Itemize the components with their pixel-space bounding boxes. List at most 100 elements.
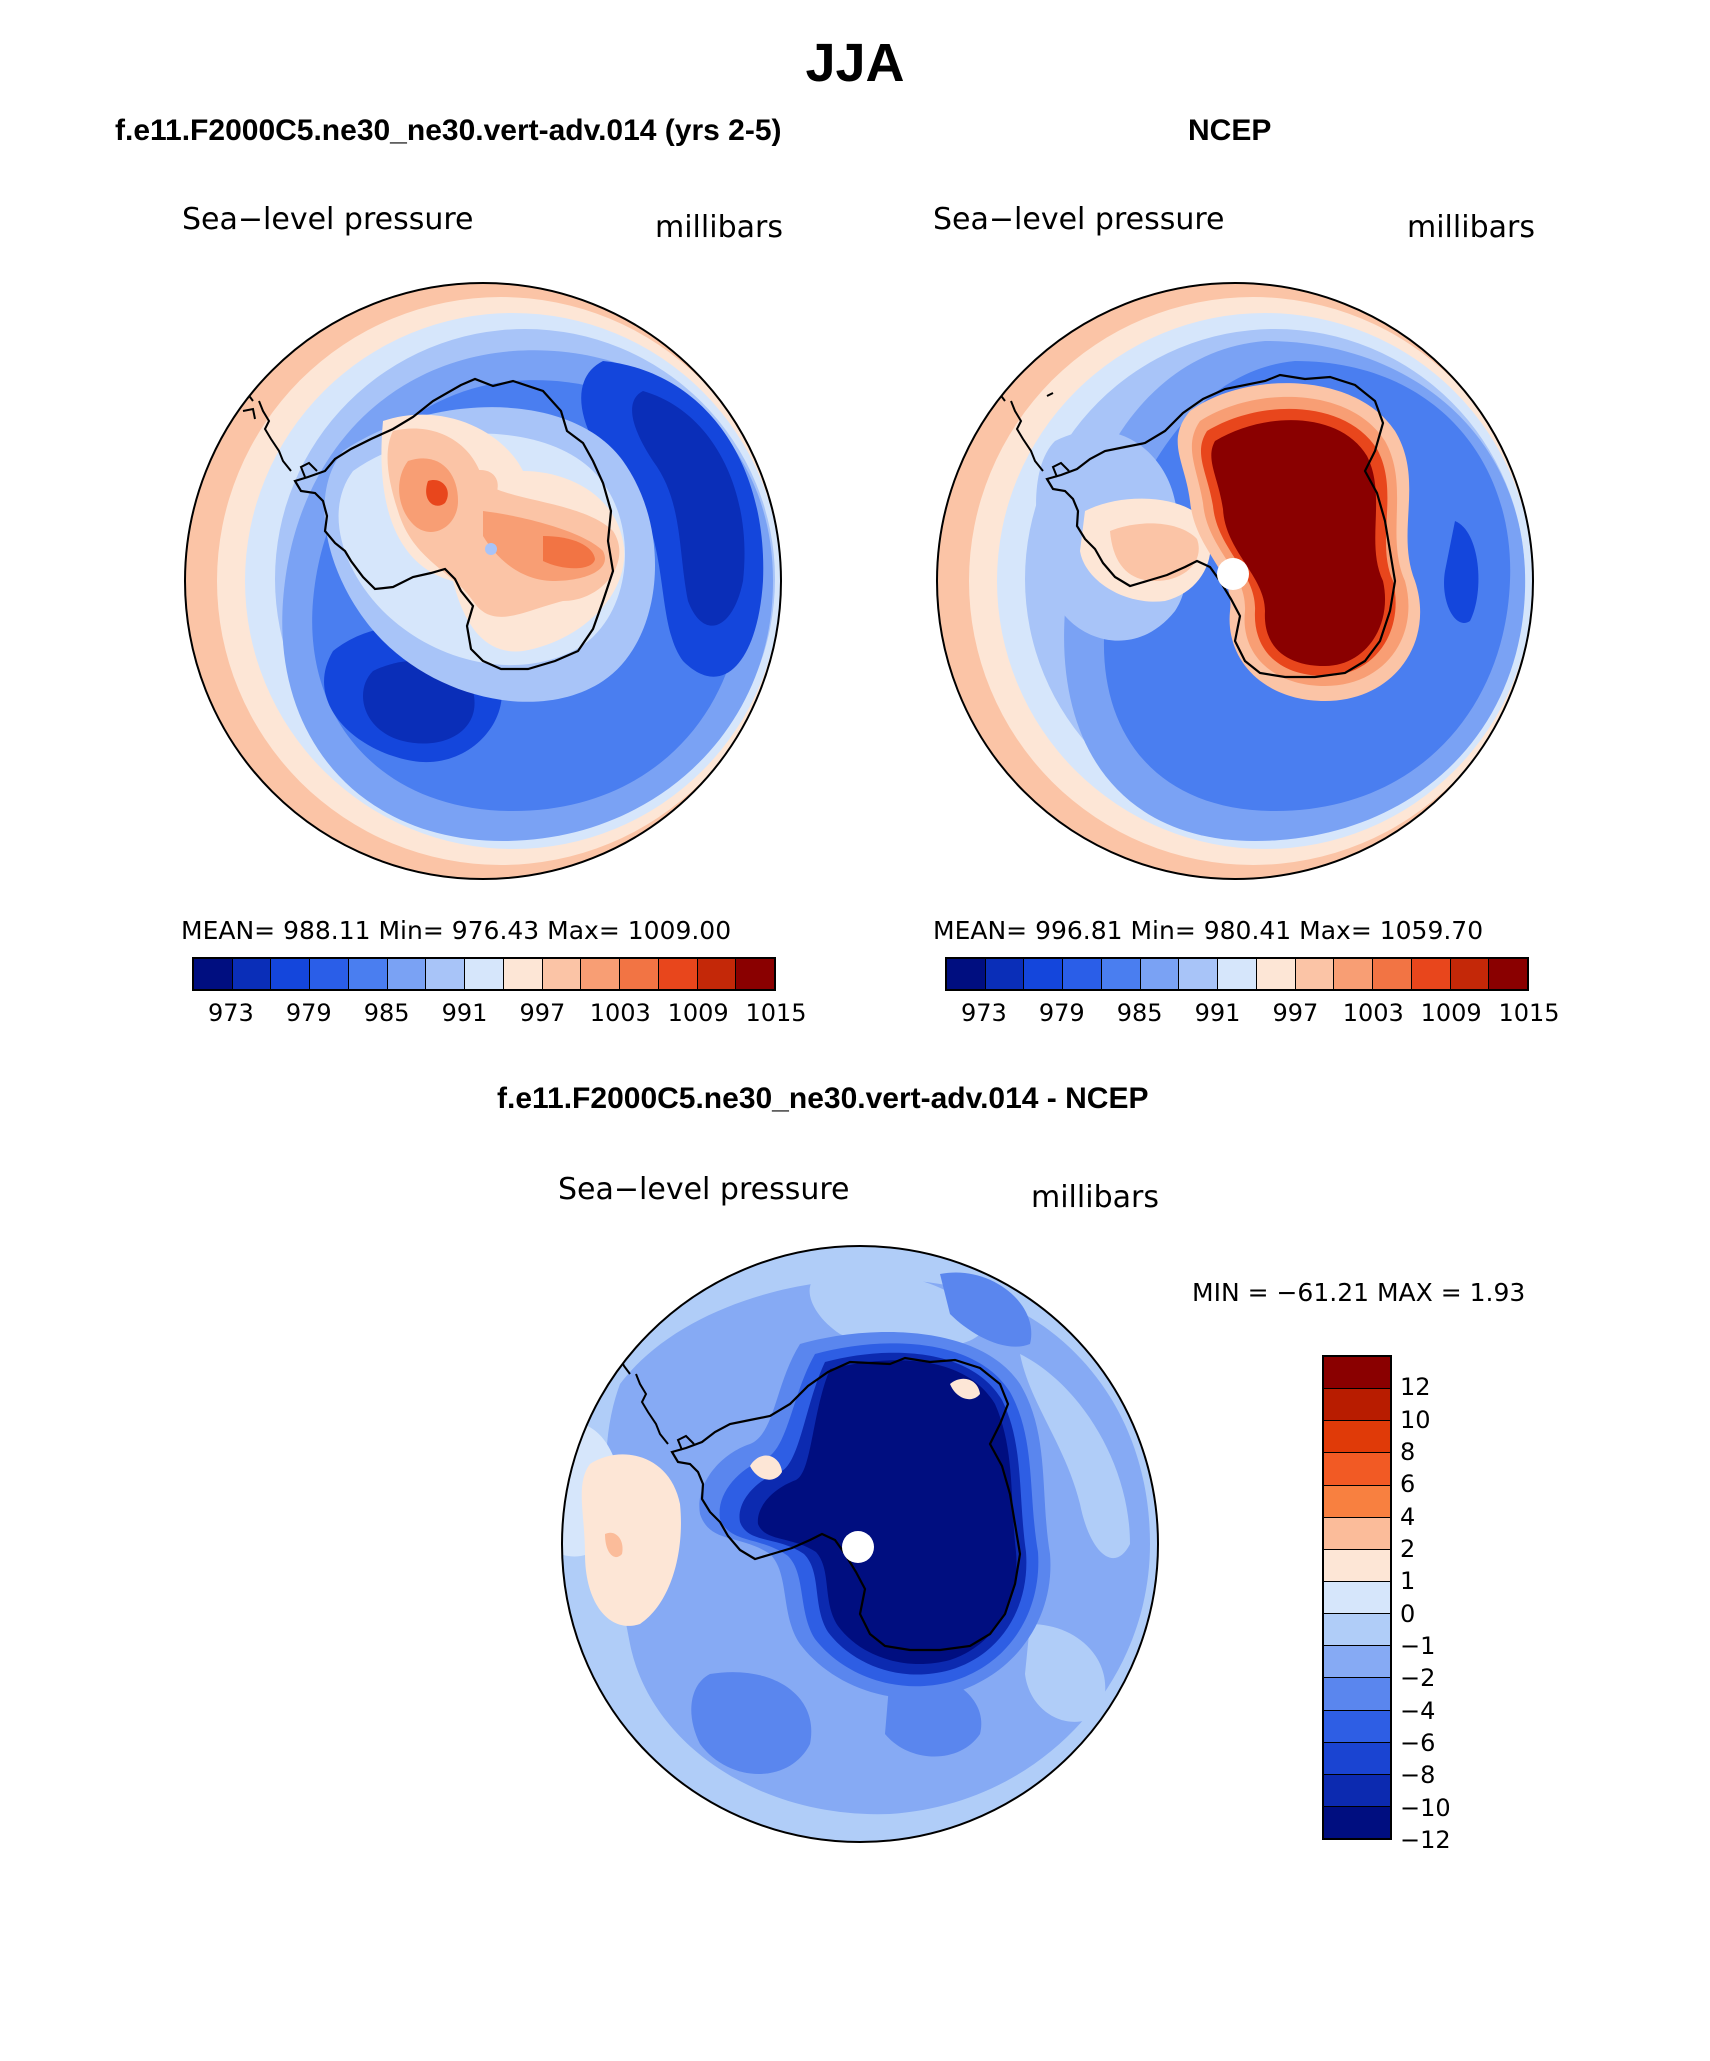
colorbar-swatch: [1324, 1517, 1390, 1550]
colorbar-swatch: [1324, 1646, 1390, 1679]
panel-2-polar-map: [936, 282, 1534, 880]
colorbar-tick-label: 8: [1400, 1438, 1416, 1466]
colorbar-swatch: [1324, 1421, 1390, 1454]
map-field-anomaly: [691, 1672, 812, 1774]
map-field-anomaly: [581, 1454, 681, 1626]
colorbar-swatch: [1324, 1742, 1390, 1775]
colorbar-swatch: [194, 959, 233, 989]
panel-3-colorbar: [1322, 1355, 1392, 1840]
map-field-anomaly-core: [757, 1360, 1017, 1665]
coastline-peninsula: [1010, 400, 1044, 472]
colorbar-tick-label: −12: [1400, 1826, 1451, 1854]
colorbar-swatch: [1324, 1357, 1390, 1390]
colorbar-tick-label: 10: [1400, 1405, 1431, 1434]
map-field-spot: [485, 543, 497, 555]
colorbar-swatch: [1218, 959, 1257, 989]
panel-1-stats: MEAN= 988.11 Min= 976.43 Max= 1009.00: [181, 916, 732, 945]
colorbar-swatch: [387, 959, 427, 989]
figure-title: JJA: [805, 33, 905, 93]
map-field-anomaly: [940, 1272, 1032, 1347]
colorbar-tick-label: 1009: [667, 999, 729, 1027]
colorbar-tick-label: 1: [1400, 1567, 1416, 1596]
coastline: [670, 1356, 1022, 1652]
coastline-detail: [196, 456, 204, 462]
colorbar-tick-label: −4: [1400, 1696, 1436, 1725]
colorbar-swatch: [348, 959, 388, 989]
colorbar-swatch: [1334, 959, 1374, 989]
colorbar-tick-label: 991: [441, 999, 488, 1027]
panel-2-colorbar: [945, 957, 1529, 991]
panel-3-units: millibars: [1031, 1180, 1159, 1215]
colorbar-swatch: [581, 959, 621, 989]
colorbar-tick-label: 1015: [745, 999, 807, 1027]
colorbar-swatch: [503, 959, 543, 989]
colorbar-swatch: [1324, 1710, 1390, 1743]
colorbar-swatch: [1324, 1806, 1390, 1839]
panel-2-variable: Sea−level pressure: [933, 202, 1225, 237]
map-field-high-core: [1211, 420, 1386, 666]
colorbar-swatch: [1324, 1774, 1390, 1807]
map-field-anomaly: [750, 1455, 782, 1480]
colorbar-swatch: [1295, 959, 1335, 989]
map-field-low: [632, 391, 745, 626]
coastline-peninsula: [635, 1373, 669, 1445]
map-field-anomaly: [1020, 1354, 1130, 1559]
colorbar-swatch: [620, 959, 659, 989]
panel-1-polar-map: [184, 282, 782, 880]
colorbar-swatch: [1324, 1581, 1390, 1615]
map-field-anomaly: [1025, 1624, 1106, 1722]
coastline-peninsula: [258, 400, 292, 472]
colorbar-tick-label: −8: [1400, 1761, 1436, 1790]
map-field-high: [472, 470, 498, 499]
colorbar-tick-label: −1: [1400, 1632, 1436, 1660]
colorbar-tick-label: 1009: [1420, 999, 1482, 1027]
colorbar-tick-label: 1015: [1498, 999, 1560, 1027]
colorbar-tick-label: −2: [1400, 1664, 1436, 1693]
colorbar-tick-label: 2: [1400, 1535, 1416, 1563]
colorbar-swatch: [985, 959, 1025, 989]
panel-2-units: millibars: [1407, 210, 1535, 245]
map-field-high: [543, 536, 595, 569]
coastline-detail: [573, 1429, 581, 1435]
colorbar-swatch: [1101, 959, 1141, 989]
coastline-detail: [1051, 461, 1070, 478]
colorbar-tick-label: −6: [1400, 1729, 1436, 1757]
panel-1-colorbar: [192, 957, 776, 991]
colorbar-swatch: [465, 959, 504, 989]
pole-hole: [842, 1531, 874, 1563]
map-field-high: [1110, 523, 1199, 581]
colorbar-swatch: [1450, 959, 1490, 989]
colorbar-tick-label: −10: [1400, 1793, 1451, 1822]
colorbar-tick-label: 973: [961, 999, 1007, 1027]
colorbar-swatch: [1179, 959, 1219, 989]
panel-2-stats: MEAN= 996.81 Min= 980.41 Max= 1059.70: [933, 916, 1484, 945]
colorbar-tick-label: 12: [1400, 1373, 1431, 1402]
colorbar-tick-label: 979: [285, 999, 332, 1027]
panel-3-title: f.e11.F2000C5.ne30_ne30.vert-adv.014 - N…: [497, 1082, 1149, 1115]
colorbar-tick-label: 997: [519, 999, 566, 1027]
colorbar-swatch: [1324, 1678, 1390, 1711]
colorbar-swatch: [947, 959, 986, 989]
colorbar-tick-label: 997: [1272, 999, 1319, 1027]
panel-1-title: f.e11.F2000C5.ne30_ne30.vert-adv.014 (yr…: [115, 114, 782, 147]
colorbar-tick-label: 1003: [589, 999, 651, 1027]
map-border: [561, 1245, 1159, 1843]
colorbar-swatch: [736, 959, 775, 989]
colorbar-swatch: [426, 959, 466, 989]
colorbar-tick-label: 1003: [1342, 999, 1404, 1027]
panel-2-title: NCEP: [1188, 114, 1272, 147]
map-field-high: [426, 480, 448, 506]
colorbar-swatch: [232, 959, 272, 989]
panel-3-variable: Sea−level pressure: [558, 1172, 850, 1207]
colorbar-swatch: [1489, 959, 1528, 989]
colorbar-swatch: [1063, 959, 1102, 989]
colorbar-tick-label: 991: [1194, 999, 1241, 1027]
colorbar-swatch: [271, 959, 311, 989]
panel-1-units: millibars: [655, 210, 783, 245]
colorbar-tick-label: 973: [208, 999, 254, 1027]
map-field-anomaly: [605, 1532, 623, 1558]
colorbar-swatch: [697, 959, 737, 989]
colorbar-tick-label: 4: [1400, 1502, 1416, 1531]
colorbar-tick-label: 985: [1116, 999, 1163, 1027]
colorbar-tick-label: 985: [363, 999, 410, 1027]
